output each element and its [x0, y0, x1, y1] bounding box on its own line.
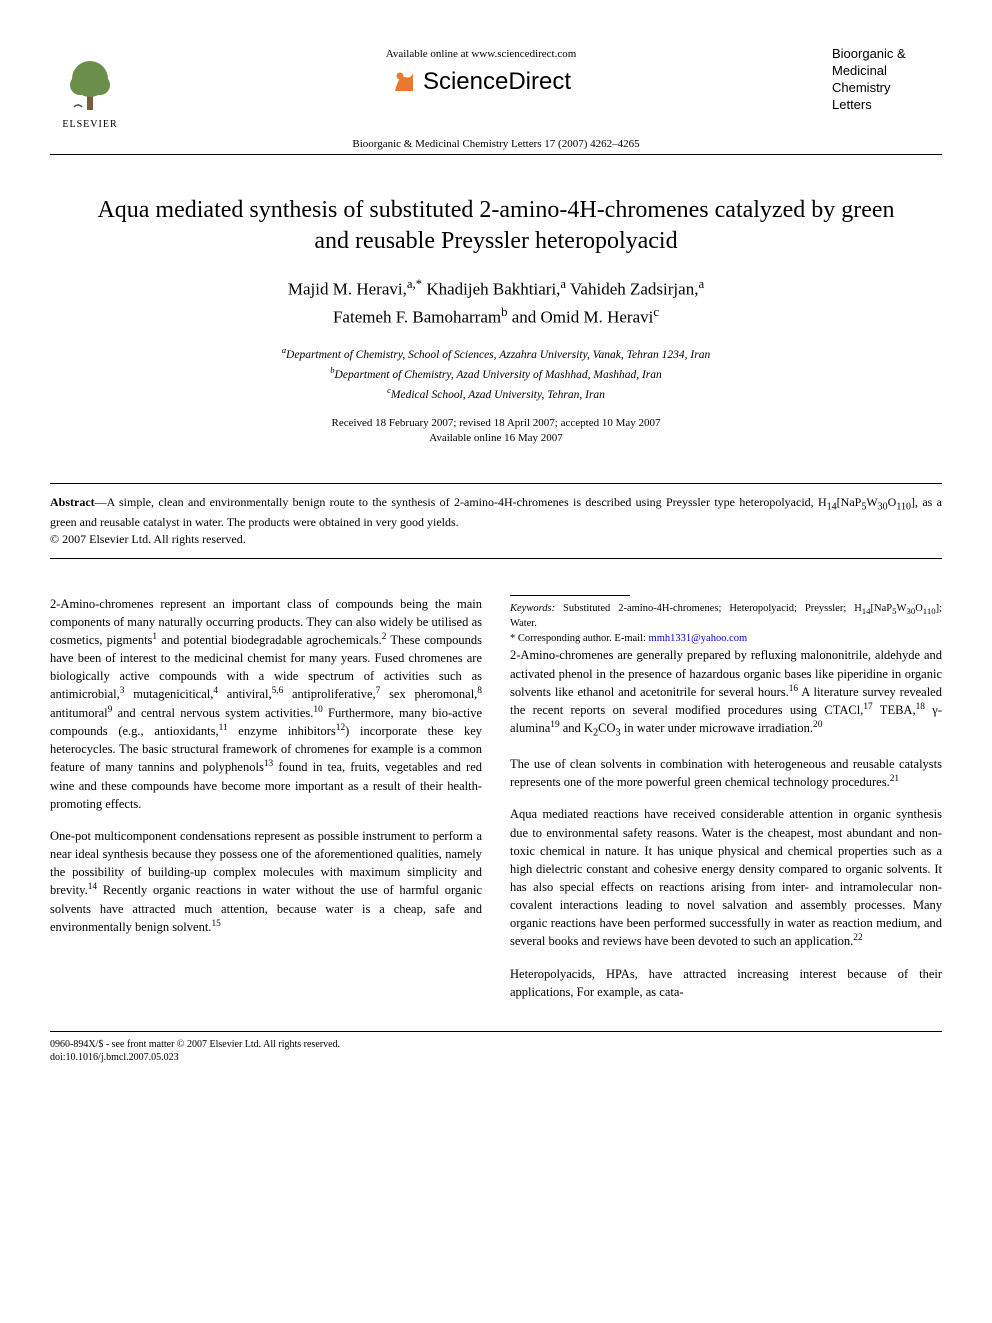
journal-citation: Bioorganic & Medicinal Chemistry Letters… — [50, 138, 942, 150]
available-online-text: Available online at www.sciencedirect.co… — [130, 48, 832, 60]
corresponding-footnote: * Corresponding author. E-mail: mmh1331@… — [510, 632, 942, 647]
keywords-label: Keywords: — [510, 603, 555, 614]
footnotes-block: Keywords: Substituted 2-amino-4H-chromen… — [510, 595, 942, 647]
journal-logo-line: Letters — [832, 97, 942, 114]
body-paragraph: Heteropolyacids, HPAs, have attracted in… — [510, 965, 942, 1001]
abstract-rule-bottom — [50, 558, 942, 559]
footnote-rule — [510, 595, 630, 596]
header-rule — [50, 154, 942, 155]
body-paragraph: 2-Amino-chromenes represent an important… — [50, 595, 482, 813]
elsevier-label: ELSEVIER — [62, 119, 117, 130]
authors: Majid M. Heravi,a,* Khadijeh Bakhtiari,a… — [50, 275, 942, 329]
keywords-text: Substituted 2-amino-4H-chromenes; Hetero… — [510, 603, 942, 629]
elsevier-logo: ELSEVIER — [50, 40, 130, 130]
received-date: Received 18 February 2007; revised 18 Ap… — [50, 416, 942, 431]
corresponding-email[interactable]: mmh1331@yahoo.com — [649, 633, 748, 644]
footer-copyright: 0960-894X/$ - see front matter © 2007 El… — [50, 1038, 942, 1051]
journal-logo-line: Bioorganic & — [832, 46, 942, 63]
article-dates: Received 18 February 2007; revised 18 Ap… — [50, 416, 942, 447]
sciencedirect-icon — [391, 69, 417, 95]
keywords-footnote: Keywords: Substituted 2-amino-4H-chromen… — [510, 602, 942, 632]
center-header: Available online at www.sciencedirect.co… — [130, 40, 832, 108]
footer: 0960-894X/$ - see front matter © 2007 El… — [50, 1038, 942, 1064]
available-date: Available online 16 May 2007 — [50, 431, 942, 446]
body-paragraph: 2-Amino-chromenes are generally prepared… — [510, 646, 942, 741]
sciencedirect-logo: ScienceDirect — [130, 68, 832, 96]
affiliation-line: bDepartment of Chemistry, Azad Universit… — [50, 364, 942, 384]
footer-rule — [50, 1031, 942, 1032]
body-paragraph: Aqua mediated reactions have received co… — [510, 805, 942, 950]
affiliation-line: aDepartment of Chemistry, School of Scie… — [50, 344, 942, 364]
journal-logo-line: Medicinal — [832, 63, 942, 80]
affiliation-line: cMedical School, Azad University, Tehran… — [50, 384, 942, 404]
article-title: Aqua mediated synthesis of substituted 2… — [50, 195, 942, 257]
sciencedirect-text: ScienceDirect — [423, 68, 571, 96]
header-row: ELSEVIER Available online at www.science… — [50, 40, 942, 130]
journal-logo: Bioorganic & Medicinal Chemistry Letters — [832, 40, 942, 114]
journal-logo-line: Chemistry — [832, 80, 942, 97]
abstract: Abstract—A simple, clean and environment… — [50, 494, 942, 548]
body-paragraph: The use of clean solvents in combination… — [510, 755, 942, 791]
abstract-rule-top — [50, 483, 942, 484]
affiliations: aDepartment of Chemistry, School of Scie… — [50, 344, 942, 404]
footer-doi: doi:10.1016/j.bmcl.2007.05.023 — [50, 1051, 942, 1064]
body-columns: 2-Amino-chromenes represent an important… — [50, 595, 942, 1001]
body-paragraph: One-pot multicomponent condensations rep… — [50, 827, 482, 936]
corresponding-label: * Corresponding author. E-mail: — [510, 633, 649, 644]
elsevier-tree-icon — [60, 55, 120, 115]
